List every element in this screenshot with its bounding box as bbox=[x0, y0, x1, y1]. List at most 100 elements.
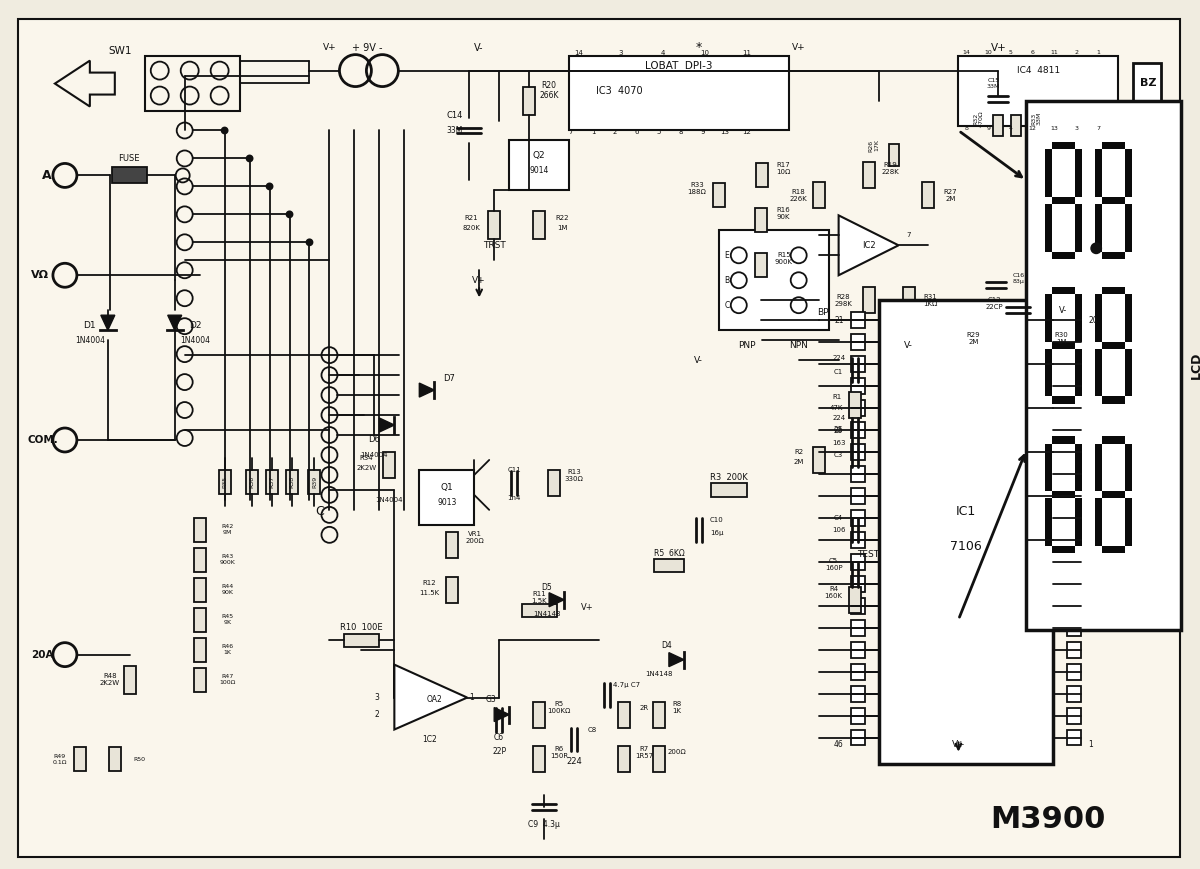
Bar bbox=[1012, 115, 1021, 136]
Text: C3: C3 bbox=[834, 452, 844, 458]
Bar bbox=[851, 335, 864, 350]
Text: IC2: IC2 bbox=[862, 241, 875, 249]
Text: D5: D5 bbox=[541, 583, 552, 593]
Text: B: B bbox=[725, 275, 730, 285]
Bar bbox=[193, 518, 205, 542]
Bar bbox=[1067, 335, 1081, 350]
Bar bbox=[1102, 436, 1124, 443]
Bar bbox=[654, 559, 684, 572]
Bar bbox=[618, 746, 630, 773]
Bar bbox=[569, 56, 788, 130]
Text: R3  200K: R3 200K bbox=[710, 474, 748, 482]
Text: IC3  4070: IC3 4070 bbox=[595, 85, 642, 96]
Text: R2: R2 bbox=[794, 449, 803, 455]
Bar bbox=[1067, 422, 1081, 438]
Text: C16
83μ: C16 83μ bbox=[1013, 273, 1025, 283]
Text: C4: C4 bbox=[834, 514, 844, 521]
Bar bbox=[1075, 499, 1082, 547]
Bar bbox=[1102, 287, 1124, 294]
Text: 21: 21 bbox=[834, 315, 844, 325]
Bar bbox=[851, 686, 864, 701]
Text: TEST: TEST bbox=[858, 550, 880, 560]
Bar bbox=[1133, 63, 1162, 101]
Bar bbox=[713, 183, 725, 208]
Text: R44
90K: R44 90K bbox=[222, 584, 234, 595]
Bar bbox=[1067, 466, 1081, 482]
Text: 14: 14 bbox=[575, 50, 583, 56]
Text: C8: C8 bbox=[588, 726, 596, 733]
Bar bbox=[851, 400, 864, 416]
Text: R10  100E: R10 100E bbox=[340, 623, 383, 632]
Text: R50: R50 bbox=[133, 757, 145, 762]
Text: R12: R12 bbox=[422, 580, 436, 586]
Bar bbox=[851, 641, 864, 658]
Bar bbox=[1075, 443, 1082, 491]
Bar bbox=[1124, 499, 1132, 547]
Bar bbox=[1075, 149, 1082, 196]
Text: M3900: M3900 bbox=[990, 805, 1106, 834]
Bar bbox=[1102, 396, 1124, 403]
Bar bbox=[1102, 342, 1124, 348]
Circle shape bbox=[306, 239, 312, 245]
Bar bbox=[74, 747, 86, 772]
Bar bbox=[193, 667, 205, 692]
Text: 12: 12 bbox=[743, 129, 751, 136]
Polygon shape bbox=[168, 315, 181, 330]
Text: 7: 7 bbox=[1097, 126, 1100, 131]
Text: R33
33M: R33 33M bbox=[1031, 112, 1042, 125]
Bar bbox=[1094, 204, 1102, 252]
Circle shape bbox=[222, 128, 228, 134]
Text: 11: 11 bbox=[743, 50, 751, 56]
Text: 6: 6 bbox=[1031, 50, 1034, 55]
Bar bbox=[1067, 532, 1081, 547]
Bar bbox=[1031, 332, 1043, 358]
Text: R49
0.1Ω: R49 0.1Ω bbox=[53, 754, 67, 765]
Bar bbox=[145, 56, 240, 110]
Text: R5
100KΩ: R5 100KΩ bbox=[547, 701, 571, 714]
Text: 20: 20 bbox=[1088, 315, 1098, 325]
Text: 1N4004: 1N4004 bbox=[181, 335, 211, 345]
Bar bbox=[383, 452, 395, 478]
Text: V-: V- bbox=[474, 43, 482, 53]
Bar bbox=[1051, 491, 1075, 499]
Text: 33M: 33M bbox=[446, 126, 462, 135]
Polygon shape bbox=[379, 418, 395, 432]
Text: V+: V+ bbox=[952, 740, 965, 749]
Text: IC1: IC1 bbox=[955, 506, 976, 519]
Text: 2M: 2M bbox=[793, 459, 804, 465]
Text: R42
9M: R42 9M bbox=[222, 525, 234, 535]
Text: VΩ: VΩ bbox=[31, 270, 49, 281]
Bar bbox=[488, 211, 500, 239]
Bar bbox=[1067, 488, 1081, 504]
Text: R31
1KΩ: R31 1KΩ bbox=[923, 294, 937, 307]
Text: 1N4004: 1N4004 bbox=[361, 452, 388, 458]
Text: 4: 4 bbox=[1008, 126, 1013, 131]
Text: R47
100Ω: R47 100Ω bbox=[220, 674, 236, 685]
Bar bbox=[851, 488, 864, 504]
Text: R37: R37 bbox=[269, 476, 274, 488]
Bar bbox=[851, 620, 864, 635]
Bar bbox=[851, 598, 864, 614]
Bar bbox=[112, 168, 146, 183]
Text: 14: 14 bbox=[962, 50, 971, 55]
Text: V+: V+ bbox=[473, 275, 486, 285]
Text: R46
1K: R46 1K bbox=[222, 644, 234, 655]
Text: R20
266K: R20 266K bbox=[539, 81, 559, 100]
Bar bbox=[719, 230, 829, 330]
Text: 3: 3 bbox=[619, 50, 623, 56]
Text: 820K: 820K bbox=[462, 225, 480, 231]
Bar bbox=[1124, 348, 1132, 396]
Bar bbox=[851, 422, 864, 438]
Bar bbox=[1067, 378, 1081, 394]
Text: 11.5K: 11.5K bbox=[419, 590, 439, 596]
Text: 2K2W: 2K2W bbox=[356, 465, 377, 471]
Bar bbox=[990, 332, 1002, 358]
Bar bbox=[923, 182, 935, 209]
Text: 4.7μ C7: 4.7μ C7 bbox=[613, 681, 641, 687]
Text: C9  4.3μ: C9 4.3μ bbox=[528, 819, 560, 829]
Bar bbox=[1067, 707, 1081, 724]
Text: 16μ: 16μ bbox=[710, 530, 724, 536]
Text: 9014: 9014 bbox=[529, 166, 548, 175]
Bar bbox=[1051, 342, 1075, 348]
Bar bbox=[1026, 101, 1181, 630]
